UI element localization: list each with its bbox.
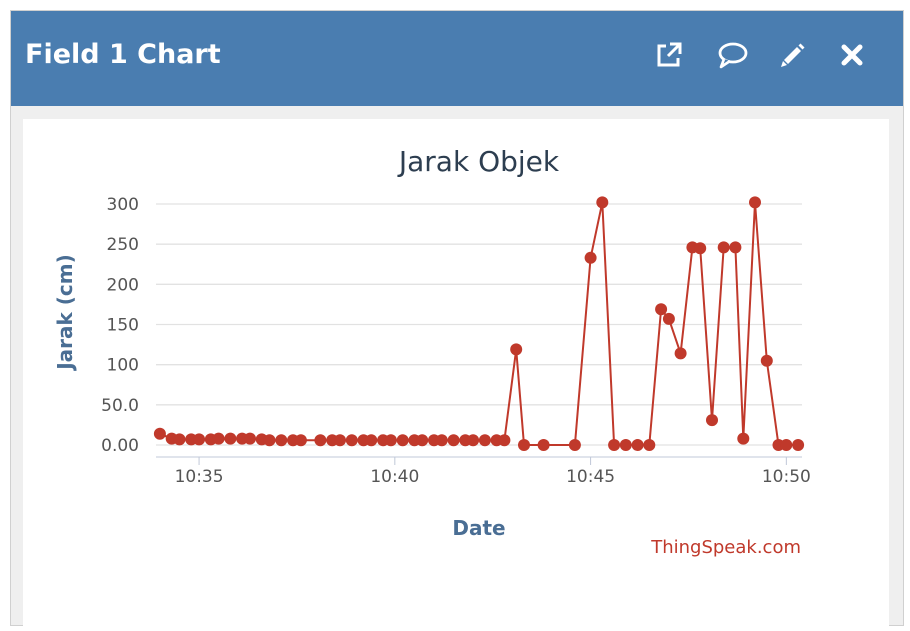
data-point[interactable] — [173, 433, 186, 446]
y-tick-label: 200 — [107, 275, 139, 295]
chart-panel: Field 1 Chart — [10, 10, 904, 627]
data-point[interactable] — [294, 434, 307, 447]
data-point[interactable] — [729, 241, 742, 254]
thingspeak-credit[interactable]: ThingSpeak.com — [650, 537, 801, 558]
panel-header: Field 1 Chart — [11, 11, 903, 106]
y-tick-label: 0.00 — [101, 436, 139, 456]
x-tick-label: 10:40 — [370, 467, 419, 487]
y-tick-label: 250 — [107, 235, 139, 255]
x-tick-label: 10:35 — [175, 467, 224, 487]
data-point[interactable] — [467, 434, 480, 447]
data-point[interactable] — [737, 432, 750, 445]
y-tick-label: 50.0 — [101, 396, 139, 416]
y-tick-label: 150 — [107, 316, 139, 336]
data-point[interactable] — [537, 439, 550, 451]
data-point[interactable] — [153, 427, 166, 440]
grid-lines — [156, 203, 802, 446]
data-point[interactable] — [334, 434, 346, 447]
x-tick-label: 10:50 — [762, 467, 811, 487]
x-tick-labels: 10:35 10:40 10:45 10:50 — [175, 457, 811, 487]
data-point[interactable] — [643, 439, 656, 451]
data-point[interactable] — [224, 432, 237, 445]
data-point[interactable] — [510, 343, 523, 356]
y-axis-label: Jarak (cm) — [53, 254, 77, 372]
data-point[interactable] — [365, 434, 378, 447]
data-point[interactable] — [416, 434, 429, 447]
data-point[interactable] — [435, 434, 448, 447]
data-point[interactable] — [212, 432, 225, 445]
x-axis-label: Date — [452, 516, 505, 540]
data-point[interactable] — [780, 439, 793, 451]
data-point[interactable] — [608, 439, 621, 451]
data-point[interactable] — [568, 439, 581, 451]
data-point[interactable] — [447, 434, 460, 447]
data-point[interactable] — [244, 432, 256, 445]
data-point[interactable] — [275, 434, 288, 447]
data-point[interactable] — [384, 434, 397, 447]
panel-title: Field 1 Chart — [25, 39, 221, 70]
external-link-icon[interactable] — [649, 33, 689, 77]
data-point[interactable] — [345, 434, 358, 447]
data-point[interactable] — [193, 433, 206, 446]
data-point[interactable] — [619, 439, 632, 451]
data-point[interactable] — [631, 439, 644, 451]
y-tick-label: 100 — [107, 356, 139, 376]
pencil-icon[interactable] — [773, 33, 813, 77]
data-point[interactable] — [674, 347, 687, 360]
x-tick-label: 10:45 — [566, 467, 615, 487]
y-tick-labels: 0.00 50.0 100 150 200 250 300 — [101, 195, 139, 456]
series-points — [153, 196, 805, 451]
data-point[interactable] — [584, 251, 597, 264]
data-point[interactable] — [717, 241, 730, 254]
data-point[interactable] — [792, 439, 805, 451]
chart-card: 0.00 50.0 100 150 200 250 300 10:35 10:40 10:45 1… — [23, 119, 889, 627]
close-icon[interactable] — [832, 33, 872, 77]
comment-icon[interactable] — [713, 33, 753, 77]
series-line — [159, 202, 799, 446]
data-point[interactable] — [396, 434, 409, 447]
data-point[interactable] — [596, 196, 609, 209]
data-point[interactable] — [760, 354, 773, 367]
data-point[interactable] — [478, 434, 491, 447]
chart-title: Jarak Objek — [397, 145, 560, 178]
data-point[interactable] — [655, 303, 668, 316]
data-point[interactable] — [314, 434, 327, 447]
y-tick-label: 300 — [107, 195, 139, 215]
data-point[interactable] — [749, 196, 761, 209]
data-point[interactable] — [263, 434, 276, 447]
data-point[interactable] — [694, 242, 707, 255]
data-point[interactable] — [498, 434, 511, 447]
data-point[interactable] — [518, 439, 530, 451]
data-point[interactable] — [706, 414, 718, 427]
data-point[interactable] — [662, 312, 675, 325]
